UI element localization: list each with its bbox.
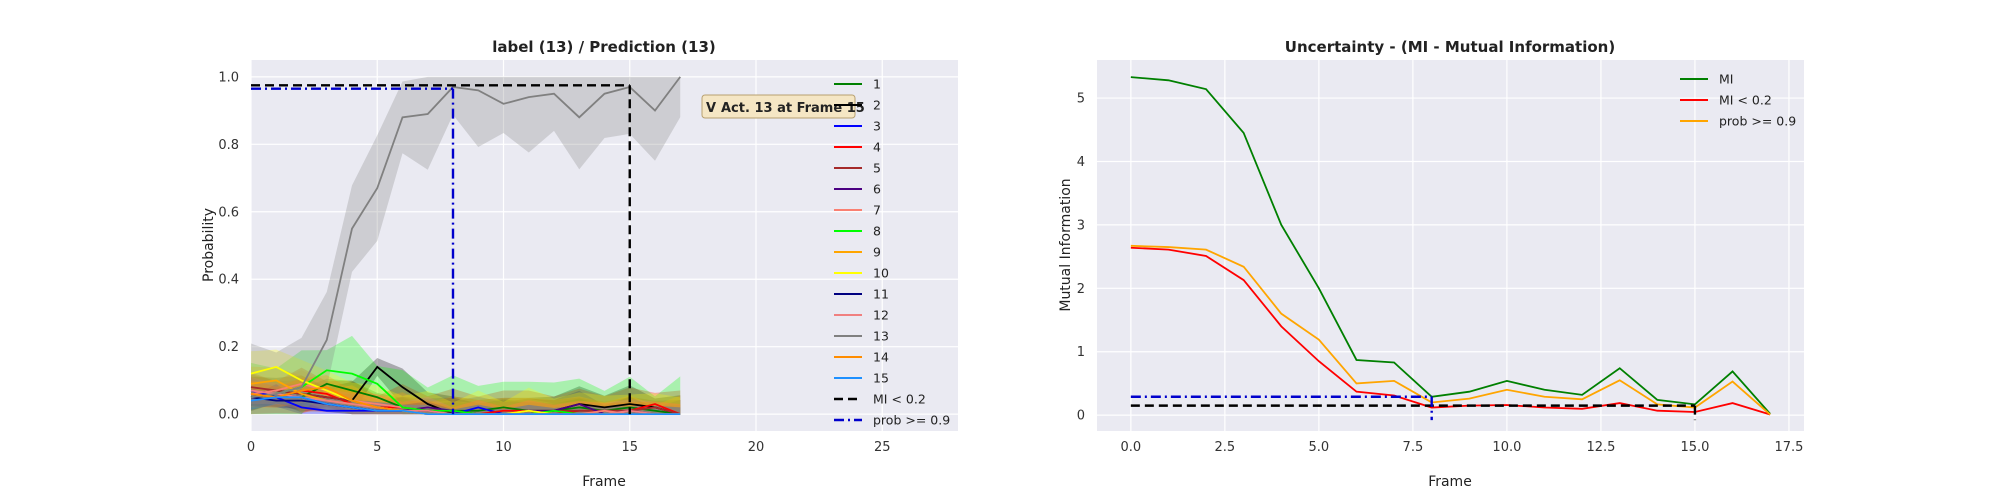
annotation-badge: V [706,101,716,116]
legend-label-1: 1 [873,77,881,92]
r-line-series-mi-0-2 [1130,246,1771,416]
l-y-tick-label: 0.0 [218,408,239,423]
legend-label-9: 9 [873,245,881,260]
legend-label-12: 12 [873,308,889,323]
r-x-tick-label: 17.5 [1774,440,1803,455]
band-series-13 [251,76,681,415]
r-x-tick-label: 0.0 [1121,440,1142,455]
r-x-tick-label: 7.5 [1403,440,1424,455]
right-y-axis-label: Mutual Information [1058,178,1074,311]
band-series-8 [251,335,681,415]
right-chart-title: Uncertainty - (MI - Mutual Information) [1285,38,1615,56]
l-x-tick-label: 15 [621,440,638,455]
r-x-tick-label: 10.0 [1492,440,1521,455]
left-x-axis-label: Frame [582,474,626,490]
r-y-tick-label: 2 [1077,282,1085,297]
left-y-axis-label: Probability [201,208,217,282]
left-chart-title: label (13) / Prediction (13) [492,38,715,56]
r-y-tick-label: 4 [1077,155,1085,170]
right-legend: MI MI < 0.2 prob >= 0.9 [1680,72,1796,129]
r-y-tick-label: 5 [1077,92,1085,107]
l-x-tick-label: 20 [748,440,765,455]
r-x-tick-label: 12.5 [1586,440,1615,455]
legend-label-2: 2 [873,98,881,113]
l-y-tick-label: 0.4 [218,273,239,288]
left-plot-area [251,60,958,431]
legend-label-15: 15 [873,371,889,386]
right-chart: 0.0 2.5 5.0 7.5 10.0 12.5 15.0 17.5 0 1 2 3 4 5 Unce… [1058,38,1804,490]
l-line-series-13 [250,76,681,399]
r-x-tick-label: 15.0 [1680,440,1709,455]
r-y-tick-label: 3 [1077,218,1085,233]
l-x-tick-label: 0 [247,440,255,455]
r-line-series-mi [1130,76,1771,415]
right-plot-area [1097,60,1804,431]
l-y-tick-label: 0.6 [218,205,239,220]
annotation-text: Act. 13 at Frame 15 [721,101,865,116]
legend-label-7: 7 [873,203,881,218]
r-x-tick-label: 5.0 [1309,440,1330,455]
l-x-tick-label: 5 [373,440,381,455]
frame-annotation: V Act. 13 at Frame 15 [701,94,865,119]
legend-label-threshold-1: prob >= 0.9 [873,413,950,428]
band-series-2 [251,358,681,415]
legend-label-4: 4 [873,140,881,155]
legend-label-8: 8 [873,224,881,239]
l-y-tick-label: 0.8 [218,138,239,153]
annotation-box [701,94,856,119]
right-legend-label-2: prob >= 0.9 [1719,114,1796,129]
legend-label-10: 10 [873,266,889,281]
l-x-tick-label: 10 [495,440,512,455]
l-line-series-15 [250,396,681,416]
right-legend-label-0: MI [1719,72,1733,87]
band-series-10 [251,349,681,415]
legend-label-11: 11 [873,287,889,302]
legend-label-14: 14 [873,350,889,365]
r-y-tick-label: 1 [1077,345,1085,360]
right-legend-label-1: MI < 0.2 [1719,93,1772,108]
left-chart: 0 5 10 15 20 25 0.00.20.40.60.81.0 label (13)… [201,38,958,490]
legend-label-threshold-0: MI < 0.2 [873,392,926,407]
legend-label-3: 3 [873,119,881,134]
r-x-tick-label: 2.5 [1215,440,1236,455]
r-y-tick-label: 0 [1077,409,1085,424]
legend-label-6: 6 [873,182,881,197]
l-x-tick-label: 25 [874,440,891,455]
l-y-tick-label: 1.0 [218,70,239,85]
legend-label-13: 13 [873,329,889,344]
right-x-axis-label: Frame [1428,474,1472,490]
l-y-tick-label: 0.2 [218,340,239,355]
legend-label-5: 5 [873,161,881,176]
